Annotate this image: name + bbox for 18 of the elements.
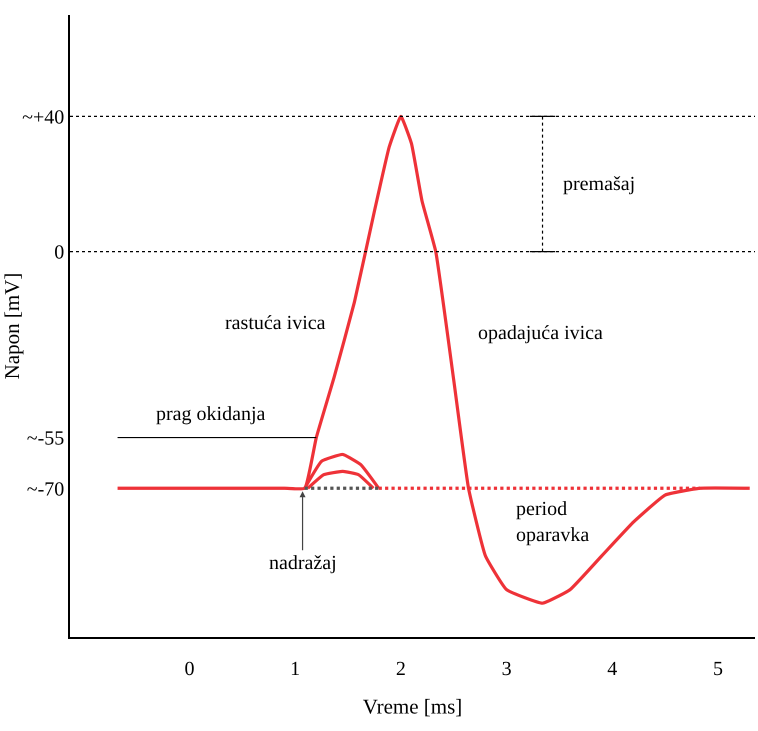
annotation: rastuća ivica [225,312,326,334]
y-axis-title: Napon [mV] [0,272,24,380]
x-tick-label: 0 [184,658,194,680]
x-tick-label: 3 [502,658,512,680]
y-tick-label: ~-70 [26,478,64,500]
annotation: prag okidanja [156,403,266,425]
annotation: opadajuća ivica [478,322,604,344]
y-tick-label: ~-55 [26,428,64,450]
x-tick-label: 5 [713,658,723,680]
x-tick-label: 4 [607,658,618,680]
y-tick-label: ~+40 [22,106,64,128]
annotation: premašaj [563,173,636,195]
x-tick-label: 1 [290,658,300,680]
annotation: period oparavka [516,498,590,546]
x-tick-label: 2 [396,658,406,680]
annotation: nadražaj [269,552,337,574]
x-axis-title: Vreme [ms] [362,694,462,718]
y-tick-label: 0 [54,242,64,264]
